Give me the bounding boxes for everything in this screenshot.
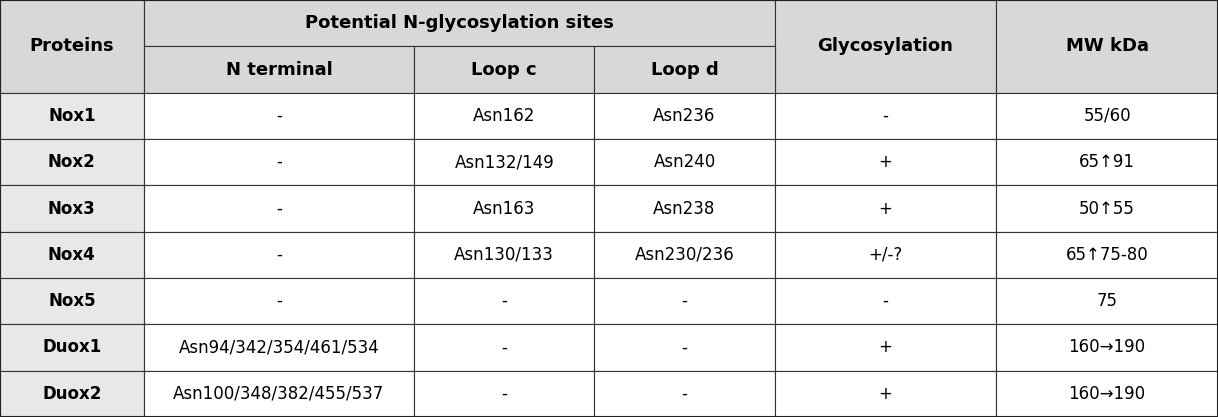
Text: +: +: [878, 199, 893, 218]
Text: -: -: [276, 153, 281, 171]
Text: Duox1: Duox1: [43, 339, 101, 357]
Text: Asn94/342/354/461/534: Asn94/342/354/461/534: [179, 339, 379, 357]
Bar: [0, 0, 144, 93]
Text: Asn100/348/382/455/537: Asn100/348/382/455/537: [173, 385, 385, 403]
Bar: [0, 278, 144, 324]
Text: Glycosylation: Glycosylation: [817, 38, 954, 55]
Bar: [775, 93, 996, 139]
Text: 160→190: 160→190: [1068, 385, 1146, 403]
Bar: [414, 46, 594, 93]
Text: 65↑91: 65↑91: [1079, 153, 1135, 171]
Text: -: -: [682, 292, 687, 310]
Bar: [775, 371, 996, 417]
Bar: [144, 278, 414, 324]
Bar: [594, 232, 775, 278]
Text: Nox3: Nox3: [48, 199, 96, 218]
Text: N terminal: N terminal: [225, 60, 333, 78]
Bar: [144, 93, 414, 139]
Bar: [775, 185, 996, 232]
Bar: [996, 0, 1218, 93]
Bar: [996, 232, 1218, 278]
Bar: [775, 139, 996, 185]
Bar: [0, 324, 144, 371]
Bar: [0, 93, 144, 139]
Text: Nox4: Nox4: [48, 246, 96, 264]
Text: 75: 75: [1096, 292, 1118, 310]
Text: 65↑75-80: 65↑75-80: [1066, 246, 1149, 264]
Bar: [414, 232, 594, 278]
Text: Nox5: Nox5: [48, 292, 96, 310]
Text: +: +: [878, 153, 893, 171]
Bar: [414, 324, 594, 371]
Bar: [996, 185, 1218, 232]
Bar: [0, 139, 144, 185]
Bar: [144, 232, 414, 278]
Text: Duox2: Duox2: [43, 385, 101, 403]
Text: -: -: [502, 339, 507, 357]
Bar: [0, 232, 144, 278]
Bar: [594, 139, 775, 185]
Text: -: -: [883, 107, 888, 125]
Text: -: -: [502, 385, 507, 403]
Text: Potential N-glycosylation sites: Potential N-glycosylation sites: [304, 14, 614, 32]
Text: Loop c: Loop c: [471, 60, 537, 78]
Bar: [996, 278, 1218, 324]
Text: Asn230/236: Asn230/236: [635, 246, 734, 264]
Text: 160→190: 160→190: [1068, 339, 1146, 357]
Bar: [594, 324, 775, 371]
Text: -: -: [682, 339, 687, 357]
Bar: [996, 139, 1218, 185]
Text: -: -: [276, 199, 281, 218]
Bar: [594, 371, 775, 417]
Text: +/-?: +/-?: [868, 246, 903, 264]
Text: Nox2: Nox2: [48, 153, 96, 171]
Text: +: +: [878, 339, 893, 357]
Text: Proteins: Proteins: [29, 38, 114, 55]
Bar: [775, 278, 996, 324]
Bar: [414, 93, 594, 139]
Text: -: -: [883, 292, 888, 310]
Bar: [996, 93, 1218, 139]
Bar: [414, 139, 594, 185]
Bar: [594, 278, 775, 324]
Text: +: +: [878, 385, 893, 403]
Bar: [594, 93, 775, 139]
Bar: [414, 278, 594, 324]
Bar: [144, 139, 414, 185]
Text: Asn238: Asn238: [653, 199, 716, 218]
Text: -: -: [276, 292, 281, 310]
Bar: [144, 371, 414, 417]
Bar: [144, 0, 775, 46]
Bar: [594, 185, 775, 232]
Text: Asn130/133: Asn130/133: [454, 246, 554, 264]
Bar: [996, 324, 1218, 371]
Text: -: -: [276, 246, 281, 264]
Text: Asn236: Asn236: [653, 107, 716, 125]
Bar: [0, 371, 144, 417]
Text: -: -: [276, 107, 281, 125]
Bar: [414, 371, 594, 417]
Bar: [144, 185, 414, 232]
Text: Asn132/149: Asn132/149: [454, 153, 554, 171]
Text: 50↑55: 50↑55: [1079, 199, 1135, 218]
Text: Asn240: Asn240: [653, 153, 716, 171]
Bar: [594, 46, 775, 93]
Text: MW kDa: MW kDa: [1066, 38, 1149, 55]
Bar: [414, 185, 594, 232]
Bar: [0, 185, 144, 232]
Bar: [144, 46, 414, 93]
Text: 55/60: 55/60: [1083, 107, 1132, 125]
Text: -: -: [682, 385, 687, 403]
Text: Asn162: Asn162: [473, 107, 536, 125]
Text: Loop d: Loop d: [650, 60, 719, 78]
Text: Nox1: Nox1: [48, 107, 96, 125]
Bar: [775, 232, 996, 278]
Bar: [144, 324, 414, 371]
Bar: [775, 0, 996, 93]
Bar: [996, 371, 1218, 417]
Bar: [775, 324, 996, 371]
Text: -: -: [502, 292, 507, 310]
Text: Asn163: Asn163: [473, 199, 536, 218]
